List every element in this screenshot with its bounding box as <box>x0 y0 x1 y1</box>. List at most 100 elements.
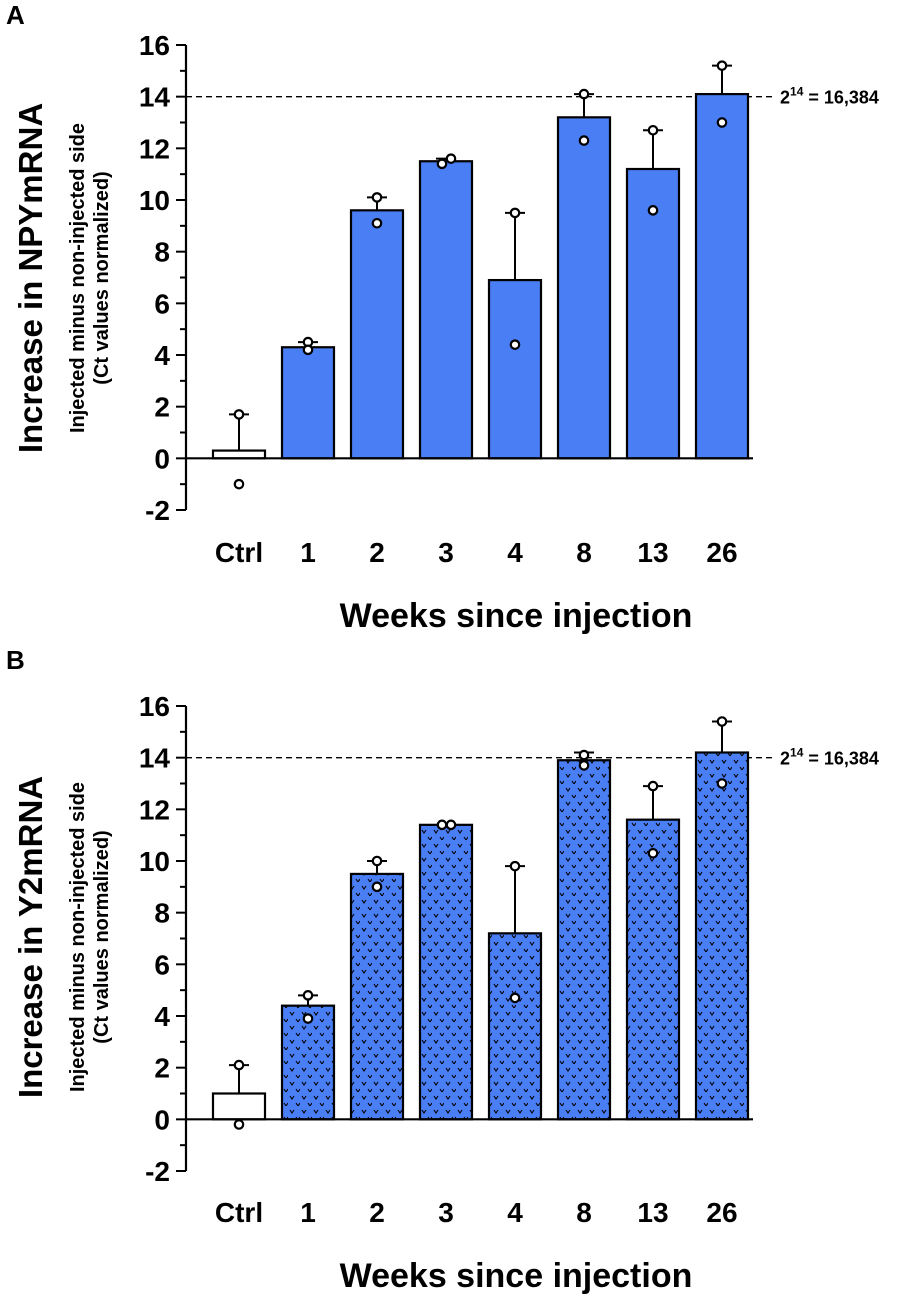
panel-a-point-13-1 <box>647 124 659 136</box>
panel-b-ytick-label-14: 14 <box>139 743 171 774</box>
panel-b-ytick-label-0: 0 <box>154 1104 170 1135</box>
panel-b-ytick-label-6: 6 <box>154 949 170 980</box>
panel-b-ytick-label--2: -2 <box>145 1156 170 1187</box>
panel-a-ytick-label-6: 6 <box>154 288 170 319</box>
panel-b-ytick-label-12: 12 <box>139 794 170 825</box>
panel-a-point-26-1 <box>716 60 728 71</box>
panel-b-point-2-1 <box>371 855 383 867</box>
panel-a-point-13-2 <box>647 205 659 216</box>
panel-b-reference-label: 214 = 16,384 <box>780 746 879 769</box>
panel-b-point-4-2 <box>509 992 521 1004</box>
panel-a-ylabel-sub-2: (Ct values normalized) <box>91 171 113 384</box>
panel-b-point-26-2 <box>716 778 728 789</box>
panel-a-bar-8 <box>556 116 612 460</box>
panel-b-ytick-label-4: 4 <box>154 1001 170 1032</box>
panel-a-ylabel-sub-1: Injected minus non-injected side <box>67 123 89 433</box>
panel-a-ytick-label-12: 12 <box>139 133 170 164</box>
panel-a-bar-Ctrl <box>211 449 267 460</box>
panel-b-point-Ctrl-1 <box>233 1059 245 1071</box>
panel-b-point-1-1 <box>302 990 314 1001</box>
panel-b-bar-2 <box>349 872 405 1121</box>
panel-b-point-13-1 <box>647 780 659 792</box>
panel-a-point-8-2 <box>578 135 590 146</box>
panel-b-xtick-label-2: 2 <box>369 1197 385 1228</box>
panel-a-bar-26 <box>694 92 750 460</box>
panel-b-ytick-label-10: 10 <box>139 846 170 877</box>
panel-a-point-Ctrl-2 <box>233 478 245 490</box>
panel-a-point-26-2 <box>716 117 728 128</box>
panel-b-xtick-label-4: 4 <box>507 1197 523 1228</box>
panel-b-point-3-1 <box>436 819 448 831</box>
panel-b-point-3-2 <box>445 819 457 831</box>
panel-b-xlabel: Weeks since injection <box>340 1257 693 1295</box>
panel-a-point-4-2 <box>509 339 521 350</box>
panel-b-ylabel-sub-2: (Ct values normalized) <box>91 830 113 1043</box>
panel-b-ytick-label-8: 8 <box>154 898 170 929</box>
panel-b-point-4-1 <box>509 860 521 872</box>
panel-b-bar-3 <box>418 823 474 1121</box>
panel-b-ytick-label-2: 2 <box>154 1053 170 1084</box>
panel-a-point-1-2 <box>302 344 314 356</box>
panel-b-label: B <box>6 645 25 675</box>
panel-a-ylabel: Increase in NPYmRNA <box>12 103 49 453</box>
panel-a-point-2-2 <box>371 217 383 229</box>
panel-a-ytick-label-4: 4 <box>154 340 170 371</box>
panel-b-ylabel: Increase in Y2mRNA <box>12 776 49 1098</box>
panel-b-ylabel-sub-1: Injected minus non-injected side <box>67 782 89 1092</box>
panel-a-ytick-label-8: 8 <box>154 237 170 268</box>
panel-a-reference-label: 214 = 16,384 <box>780 85 879 108</box>
panel-a-ytick-label--2: -2 <box>145 495 170 526</box>
panel-b-point-8-1 <box>578 749 590 761</box>
panel-a-bar-3 <box>418 160 474 460</box>
panel-a-point-8-1 <box>578 88 590 100</box>
panel-a-xtick-label-26: 26 <box>706 537 737 568</box>
panel-b-bar-Ctrl <box>211 1092 267 1121</box>
panel-b-xtick-label-26: 26 <box>706 1197 737 1228</box>
panel-a-ytick-label-14: 14 <box>139 82 171 113</box>
panel-a-bar-4 <box>487 278 543 460</box>
panel-a-xtick-label-3: 3 <box>438 537 454 568</box>
panel-a-bar-1 <box>280 346 336 460</box>
panel-a-ytick-label-10: 10 <box>139 185 170 216</box>
panel-b-xtick-label-3: 3 <box>438 1197 454 1228</box>
panel-b-bar-1 <box>280 1004 336 1121</box>
panel-b-point-26-1 <box>716 716 728 727</box>
panel-b: B Increase in Y2mRNA Injected minus non-… <box>6 645 879 1295</box>
panel-a-xtick-label-1: 1 <box>300 537 316 568</box>
panel-b-bar-13 <box>625 818 681 1121</box>
panel-a-xlabel: Weeks since injection <box>340 597 693 635</box>
panel-b-point-1-2 <box>302 1013 314 1024</box>
panel-b-bar-8 <box>556 759 612 1121</box>
panel-a-xtick-label-Ctrl: Ctrl <box>215 537 263 568</box>
panel-a-point-2-1 <box>371 192 383 203</box>
panel-b-bar-4 <box>487 932 543 1121</box>
panel-b-xtick-label-Ctrl: Ctrl <box>215 1197 263 1228</box>
panel-b-point-Ctrl-2 <box>233 1119 245 1130</box>
panel-a-ytick-label-0: 0 <box>154 443 170 474</box>
panel-a-ytick-label-16: 16 <box>139 30 170 61</box>
panel-b-xtick-label-13: 13 <box>637 1197 668 1228</box>
panel-b-point-2-2 <box>371 881 383 893</box>
panel-a-point-Ctrl-1 <box>233 409 245 420</box>
panel-a-xtick-label-13: 13 <box>637 537 668 568</box>
panel-b-point-13-2 <box>647 847 659 859</box>
panel-a-point-3-1 <box>436 158 448 170</box>
panel-b-xtick-label-1: 1 <box>300 1197 316 1228</box>
panel-a-label: A <box>6 0 25 30</box>
panel-b-bar-26 <box>694 751 750 1121</box>
panel-a-point-3-2 <box>445 153 457 164</box>
panel-a-xtick-label-2: 2 <box>369 537 385 568</box>
panel-b-xtick-label-8: 8 <box>576 1197 592 1228</box>
panel-b-ytick-label-16: 16 <box>139 691 170 722</box>
panel-a-bar-2 <box>349 209 405 460</box>
panel-a-point-4-1 <box>509 207 521 219</box>
panel-a-bar-13 <box>625 167 681 460</box>
panel-a-xtick-label-8: 8 <box>576 537 592 568</box>
panel-a-ytick-label-2: 2 <box>154 392 170 423</box>
panel-a-xtick-label-4: 4 <box>507 537 523 568</box>
panel-a: A Increase in NPYmRNA Injected minus non… <box>6 0 879 635</box>
panel-b-point-8-2 <box>578 760 590 771</box>
